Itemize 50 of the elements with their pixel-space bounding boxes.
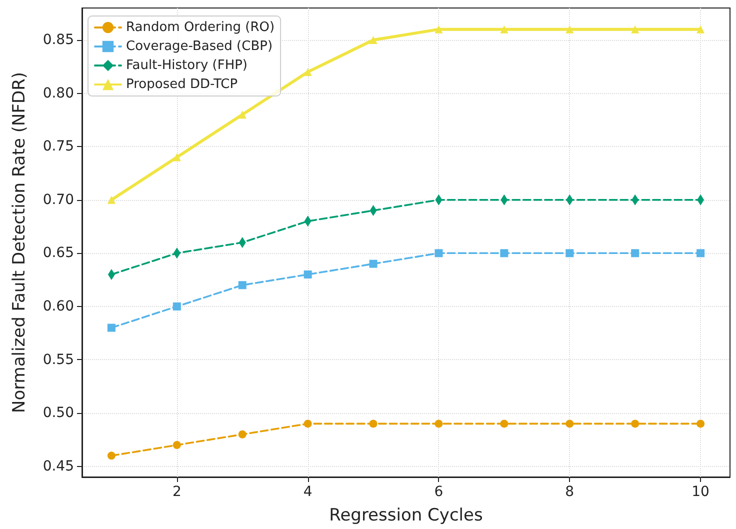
x-axis-title: Regression Cycles [329,506,483,526]
y-tick-label: 0.70 [42,192,74,208]
y-tick-label: 0.75 [42,138,74,155]
point [172,441,181,450]
point [696,420,705,428]
legend-label: Proposed DD-TCP [126,77,238,92]
point [369,420,378,428]
point [304,420,312,428]
point [500,249,508,258]
y-tick-label: 0.55 [42,352,74,368]
x-tick-label: 6 [434,484,444,500]
point [304,68,312,76]
y-tick-label: 0.85 [42,32,74,48]
point [369,260,378,268]
x-tick-label: 8 [565,484,574,500]
legend-label: Random Ordering (RO) [126,20,275,35]
point [238,281,246,290]
point [304,270,312,278]
point [631,249,640,258]
point [434,249,443,258]
point [107,324,116,332]
point [631,25,640,34]
point [369,36,378,44]
point [696,25,705,34]
point [500,25,508,34]
y-tick-label: 0.50 [42,405,74,422]
y-tick-label: 0.45 [42,458,74,474]
x-tick-label: 2 [172,484,182,500]
point [566,25,574,34]
y-tick-label: 0.80 [42,85,74,102]
y-tick-label: 0.65 [42,245,74,262]
point [566,420,574,428]
point [434,420,443,428]
x-tick-label: 10 [692,484,710,500]
point [107,452,116,460]
y-tick-label: 0.60 [42,298,74,314]
point [434,25,443,34]
point [172,302,181,310]
legend-label: Fault-History (FHP) [126,58,248,73]
legend-label: Coverage-Based (CBP) [126,39,273,54]
point [500,420,508,428]
point [107,196,116,204]
point [566,249,574,258]
y-axis-title: Normalized Fault Detection Rate (NFDR) [10,72,30,414]
x-tick-label: 4 [303,484,312,500]
point [631,420,640,428]
point [238,430,246,438]
point [696,249,705,258]
point [172,153,181,162]
point [238,110,246,119]
